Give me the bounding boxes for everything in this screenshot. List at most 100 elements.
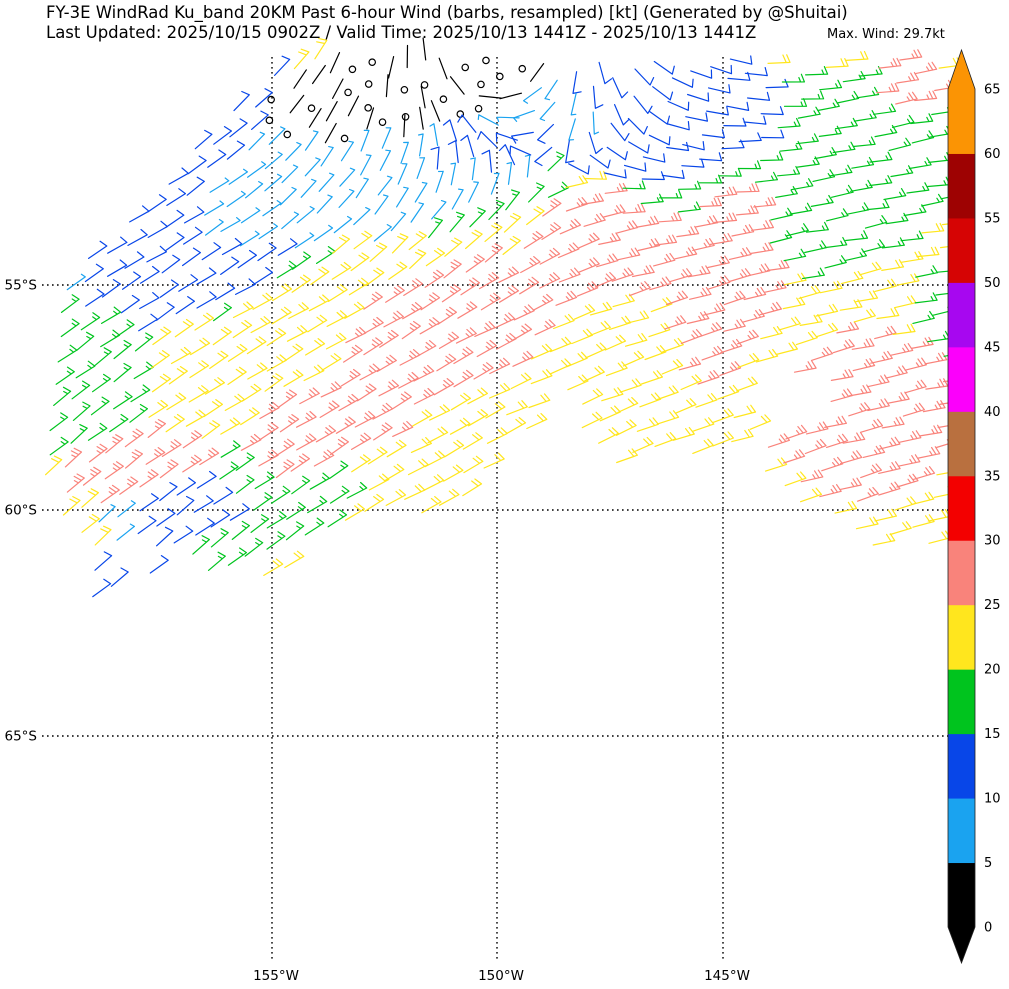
wind-barb bbox=[754, 171, 778, 183]
wind-barb bbox=[747, 91, 771, 101]
wind-barb bbox=[583, 213, 606, 227]
wind-barb bbox=[666, 290, 689, 306]
wind-barb bbox=[109, 413, 129, 433]
wind-barb bbox=[719, 361, 742, 376]
wind-barb bbox=[714, 186, 738, 198]
wind-barb bbox=[438, 331, 460, 349]
wind-barb bbox=[418, 133, 424, 157]
wind-barb bbox=[385, 74, 389, 98]
wind-barb bbox=[632, 436, 654, 453]
wind-barb bbox=[363, 337, 383, 356]
wind-barb bbox=[775, 341, 798, 356]
wind-barb bbox=[188, 385, 209, 403]
wind-barb bbox=[138, 313, 158, 332]
wind-barb bbox=[148, 399, 169, 418]
wind-barb bbox=[869, 175, 893, 187]
wind-barb bbox=[250, 316, 271, 334]
wind-barb bbox=[325, 332, 347, 350]
wind-barb bbox=[777, 165, 801, 177]
wind-barb bbox=[795, 330, 818, 346]
wind-barb bbox=[632, 264, 655, 278]
wind-barb bbox=[610, 122, 630, 142]
colorbar-tick-label: 60 bbox=[984, 147, 1001, 162]
wind-barb bbox=[896, 71, 920, 84]
wind-barb bbox=[526, 206, 545, 226]
wind-barb bbox=[624, 162, 647, 172]
wind-barb bbox=[836, 321, 860, 334]
wind-barb bbox=[353, 230, 373, 250]
wind-barb bbox=[869, 151, 893, 163]
wind-barb bbox=[911, 491, 935, 505]
wind-barb bbox=[468, 181, 479, 203]
wind-barb bbox=[890, 343, 914, 356]
calm-wind-circle bbox=[265, 116, 274, 125]
wind-barb bbox=[511, 131, 534, 144]
wind-barb bbox=[927, 509, 951, 522]
wind-barb bbox=[477, 114, 499, 126]
wind-barb bbox=[283, 343, 304, 362]
wind-barb bbox=[460, 277, 480, 296]
wind-barb bbox=[213, 486, 234, 505]
wind-barb bbox=[845, 50, 869, 61]
wind-barb bbox=[539, 247, 561, 265]
wind-barb bbox=[72, 401, 91, 421]
wind-barb bbox=[351, 454, 371, 473]
wind-barb bbox=[908, 157, 932, 170]
wind-barb bbox=[766, 259, 790, 272]
wind-barb bbox=[237, 249, 257, 269]
wind-barb bbox=[534, 319, 556, 336]
wind-barb bbox=[488, 199, 505, 221]
wind-barb bbox=[285, 142, 302, 161]
wind-barb bbox=[178, 274, 199, 292]
wind-barb bbox=[373, 224, 392, 242]
wind-barb bbox=[151, 373, 171, 393]
wind-barb bbox=[664, 315, 687, 330]
wind-barb bbox=[878, 461, 901, 474]
wind-barb bbox=[622, 180, 646, 190]
wind-barb bbox=[392, 420, 414, 437]
wind-barb bbox=[888, 137, 912, 151]
wind-barb bbox=[592, 85, 604, 109]
wind-barb bbox=[800, 469, 824, 483]
calm-wind-circle bbox=[477, 80, 485, 89]
wind-barb bbox=[825, 58, 849, 68]
wind-barb bbox=[674, 246, 698, 260]
wind-barb bbox=[410, 202, 425, 223]
wind-barb bbox=[846, 202, 870, 215]
wind-barb bbox=[723, 318, 746, 332]
wind-barb bbox=[278, 389, 298, 408]
wind-barb bbox=[147, 419, 166, 438]
wind-barb bbox=[661, 359, 684, 375]
wind-barb bbox=[701, 345, 724, 361]
wind-barb bbox=[783, 98, 808, 107]
wind-barb bbox=[698, 174, 723, 184]
wind-barb bbox=[233, 90, 250, 112]
wind-barb bbox=[599, 405, 621, 422]
wind-barb bbox=[49, 412, 69, 432]
wind-barb bbox=[896, 473, 919, 488]
colorbar-tick-label: 45 bbox=[984, 340, 1001, 355]
wind-barb bbox=[201, 242, 222, 261]
wind-barb bbox=[840, 450, 863, 465]
wind-barb bbox=[744, 67, 768, 77]
wind-barb bbox=[785, 424, 808, 440]
wind-barb bbox=[677, 201, 701, 213]
wind-barb bbox=[826, 208, 849, 222]
wind-barb bbox=[425, 247, 446, 267]
wind-barb bbox=[402, 302, 423, 320]
wind-barb bbox=[892, 114, 915, 128]
wind-barb bbox=[928, 530, 951, 544]
wind-barb bbox=[373, 422, 393, 441]
wind-barb bbox=[572, 71, 582, 94]
wind-barb bbox=[528, 393, 551, 409]
wind-barb bbox=[604, 182, 628, 194]
wind-barb bbox=[547, 151, 565, 172]
wind-barb bbox=[817, 98, 840, 112]
wind-barb bbox=[598, 61, 613, 85]
wind-barb bbox=[442, 119, 458, 142]
wind-barb bbox=[881, 237, 905, 249]
wind-barb bbox=[900, 251, 924, 263]
wind-barb bbox=[877, 436, 901, 450]
wind-barb bbox=[94, 525, 112, 546]
wind-barb bbox=[476, 339, 497, 358]
